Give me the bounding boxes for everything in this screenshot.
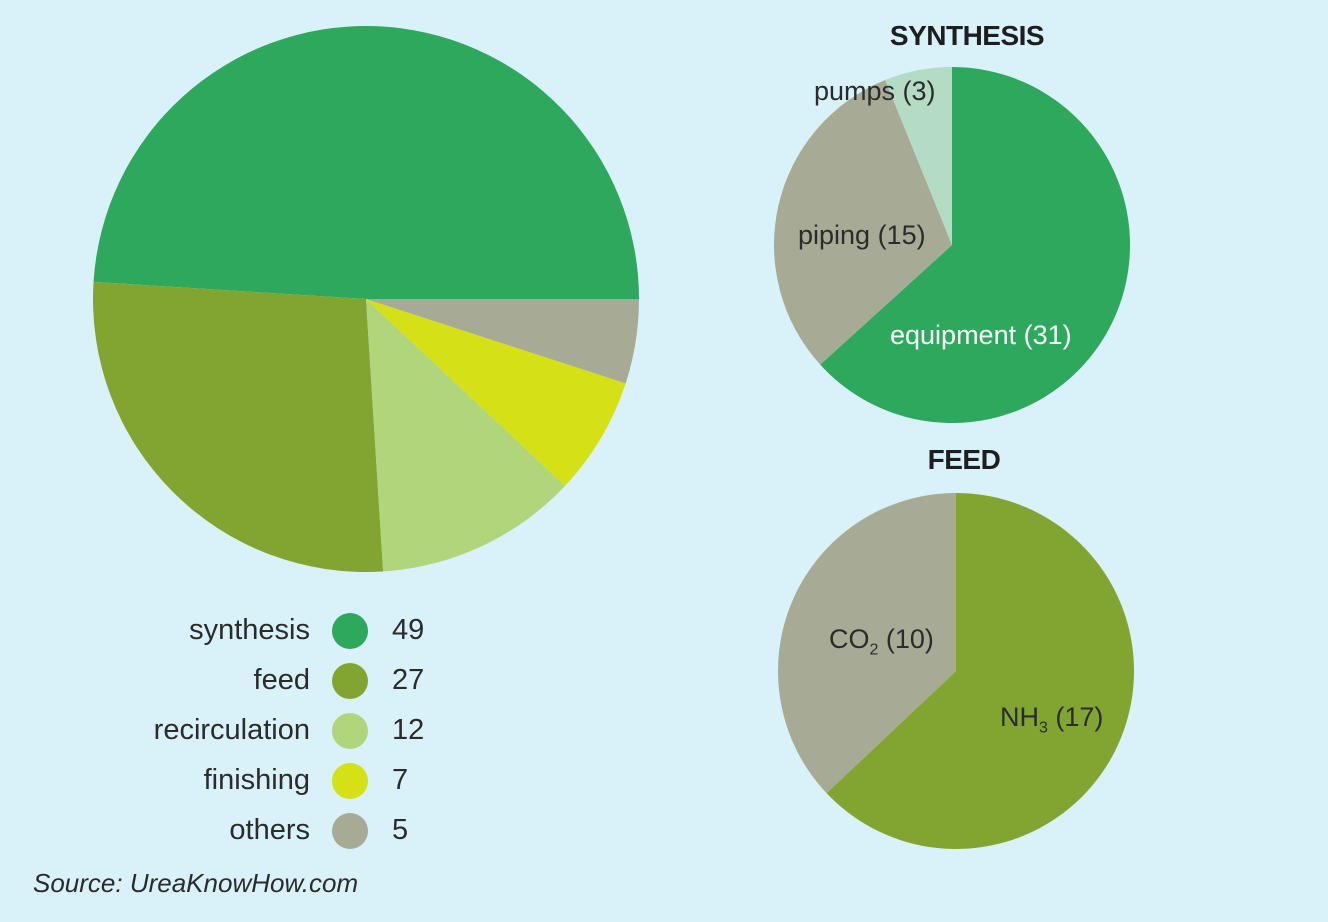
legend-swatch bbox=[332, 663, 368, 699]
legend-item-finishing: finishing 7 bbox=[120, 756, 460, 806]
synthesis-pie-slice-pumps bbox=[885, 67, 952, 245]
slice-label-pumps: pumps (3) bbox=[814, 76, 936, 106]
legend-value: 5 bbox=[392, 814, 409, 846]
legend-value: 7 bbox=[392, 764, 409, 796]
legend-item-synthesis: synthesis 49 bbox=[120, 606, 460, 656]
legend-label: recirculation bbox=[153, 714, 310, 746]
legend-swatch bbox=[332, 713, 368, 749]
legend-label: synthesis bbox=[189, 614, 310, 646]
legend-value: 49 bbox=[392, 614, 425, 646]
legend-item-others: others 5 bbox=[120, 806, 460, 856]
legend-label: others bbox=[229, 814, 310, 846]
legend-value: 27 bbox=[392, 664, 425, 696]
synthesis-pie-slice-piping bbox=[773, 80, 952, 365]
feed-pie-slice-nh3 bbox=[826, 493, 1135, 849]
synthesis-pie-slice-equipment bbox=[820, 67, 1130, 424]
legend-item-feed: feed 27 bbox=[120, 656, 460, 706]
legend-value: 12 bbox=[392, 714, 425, 746]
slice-label-nh3: NH3 (17) bbox=[1000, 702, 1104, 737]
legend-swatch bbox=[332, 813, 368, 849]
legend-label: feed bbox=[253, 664, 310, 696]
slice-label-piping: piping (15) bbox=[798, 220, 926, 250]
main-pie-slice-recirculation bbox=[366, 299, 566, 572]
source-note: Source: UreaKnowHow.com bbox=[33, 868, 359, 898]
feed-pie-slice-co2 bbox=[778, 493, 956, 794]
main-pie-slice-finishing bbox=[366, 299, 626, 486]
legend-label: finishing bbox=[203, 764, 310, 796]
legend-swatch bbox=[332, 763, 368, 799]
synthesis-pie-title: SYNTHESIS bbox=[889, 20, 1045, 51]
feed-pie-title: FEED bbox=[927, 444, 1001, 475]
slice-label-co2: CO2 (10) bbox=[829, 624, 934, 659]
main-pie-slice-others bbox=[366, 299, 639, 384]
main-pie-slice-synthesis bbox=[93, 26, 640, 300]
slice-label-equipment: equipment (31) bbox=[890, 320, 1072, 350]
main-pie-legend: synthesis 49 feed 27 recirculation 12 fi… bbox=[120, 606, 460, 856]
legend-item-recirculation: recirculation 12 bbox=[120, 706, 460, 756]
main-pie-slice-feed bbox=[93, 281, 384, 572]
legend-swatch bbox=[332, 613, 368, 649]
